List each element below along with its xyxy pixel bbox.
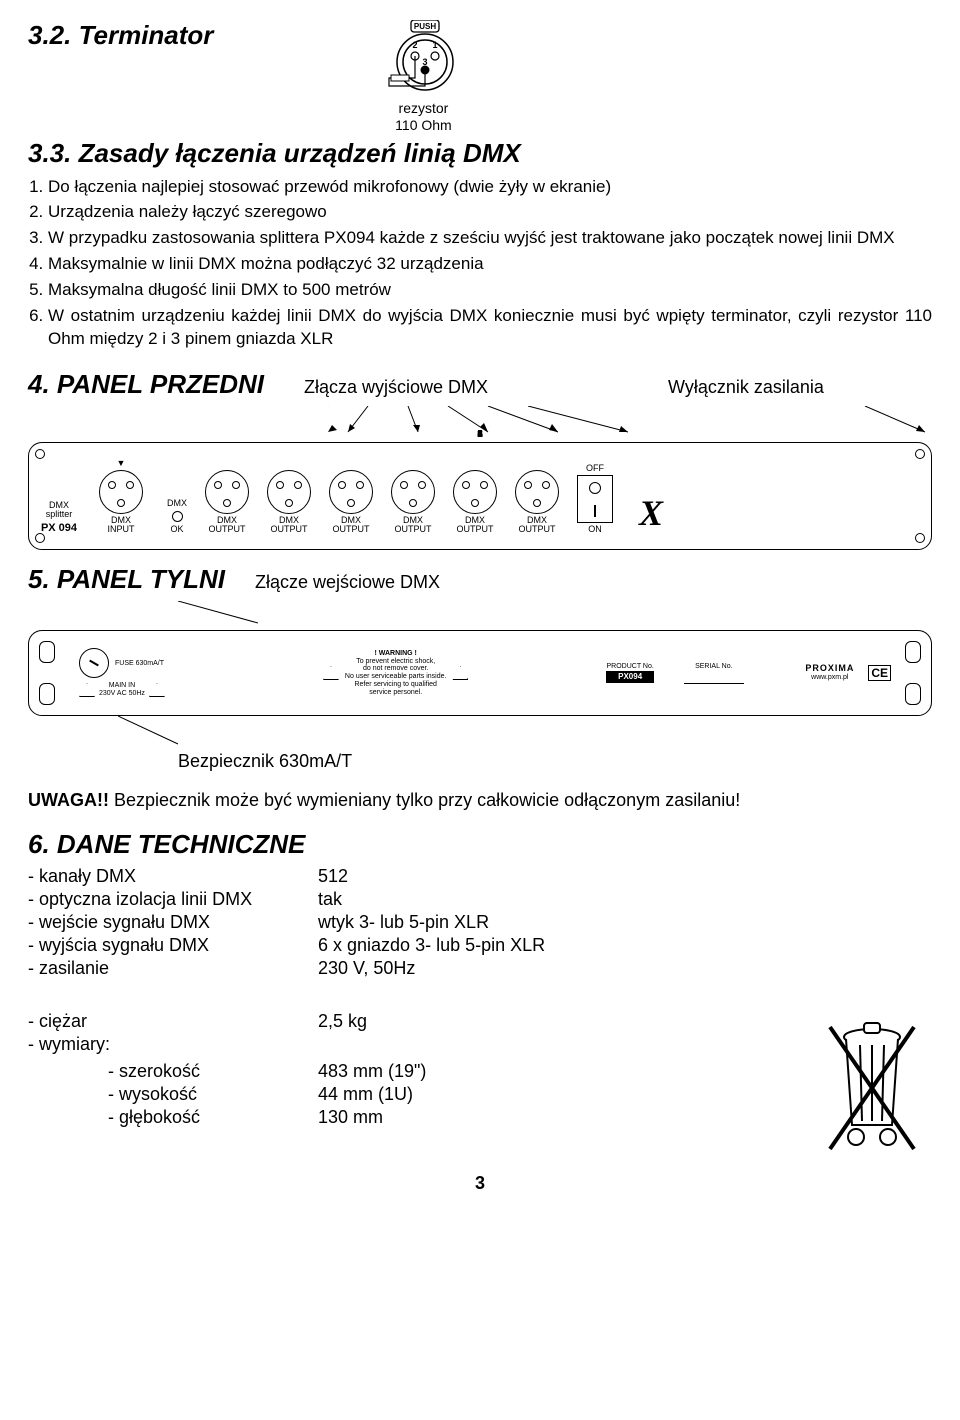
svg-text:2: 2 [413,40,418,50]
rule-item: W przypadku zastosowania splittera PX094… [48,226,932,250]
page-number: 3 [28,1173,932,1194]
tech-spec-list-2: - ciężar2,5 kg - wymiary: [28,1011,812,1055]
rules-list: Do łączenia najlepiej stosować przewód m… [28,175,932,352]
front-panel: DMX splitter PX 094 ▼ DMX INPUT DMX OK 1… [28,442,932,550]
rule-item: Urządzenia należy łączyć szeregowo [48,200,932,224]
power-switch [577,475,613,523]
section-6-title: 6. DANE TECHNICZNE [28,829,932,860]
output-arrows [328,406,665,434]
power-arrow [745,406,932,434]
fuse-pointer [118,716,318,746]
svg-text:1: 1 [433,40,438,50]
model-label: DMX splitter PX 094 [37,501,81,534]
ce-mark-icon: CE [868,665,891,681]
dimensions-list: - szerokość483 mm (19") - wysokość44 mm … [108,1061,812,1128]
fuse-label: FUSE 630mA/T [115,660,164,668]
hazard-icon [452,666,468,680]
serial-no: SERIAL No. [684,663,744,684]
power-switch-label: Wyłącznik zasilania [668,377,824,398]
dmx-output-5 [453,470,497,514]
hazard-icon [323,666,339,680]
rear-panel: FUSE 630mA/T MAIN IN 230V AC 50Hz ! WARN… [28,630,932,716]
input-conn-label: Złącze wejściowe DMX [255,572,440,593]
brand-label: PROXIMA www.pxm.pl [805,664,854,682]
resistor-label: rezystor 110 Ohm [395,100,452,134]
section-3-2-title: 3.2. Terminator [28,20,213,51]
rule-item: Do łączenia najlepiej stosować przewód m… [48,175,932,199]
warning-line: UWAGA!! Bezpiecznik może być wymieniany … [28,790,932,811]
weee-bin-icon [812,1015,932,1165]
dmx-output-4 [391,470,435,514]
input-arrow [178,601,478,625]
dmx-ok-led: DMX OK [167,499,187,534]
rule-item: Maksymalna długość linii DMX to 500 metr… [48,278,932,302]
hazard-icon [149,683,165,697]
output-conn-label: Złącza wyjściowe DMX [304,377,488,398]
warning-text: ! WARNING ! To prevent electric shock, d… [345,650,447,696]
rule-item: W ostatnim urządzeniu każdej linii DMX d… [48,304,932,352]
hazard-icon [79,683,95,697]
mains-label: MAIN IN 230V AC 50Hz [99,682,145,697]
dmx-output-3 [329,470,373,514]
product-no: PRODUCT No. PX094 [606,663,653,683]
dmx-output-2 [267,470,311,514]
section-5-title: 5. PANEL TYLNI [28,564,225,595]
dmx-output-1 [205,470,249,514]
fuse-callout: Bezpiecznik 630mA/T [178,751,932,772]
fuse-holder [79,648,109,678]
tech-spec-list: - kanały DMX512 - optyczna izolacja lini… [28,866,932,979]
dmx-output-6 [515,470,559,514]
terminator-xlr-diagram: PUSH 2 1 3 [383,20,463,100]
svg-text:3: 3 [423,57,428,67]
dmx-input-xlr [99,470,143,514]
section-4-title: 4. PANEL PRZEDNI [28,369,264,400]
brand-logo-icon: X [639,492,663,534]
rule-item: Maksymalnie w linii DMX można podłączyć … [48,252,932,276]
section-3-3-title: 3.3. Zasady łączenia urządzeń linią DMX [28,138,932,169]
svg-text:PUSH: PUSH [414,22,436,31]
